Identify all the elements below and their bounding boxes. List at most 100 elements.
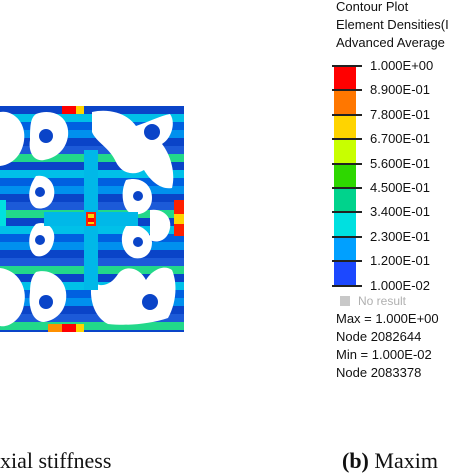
mesh-element bbox=[176, 242, 184, 250]
mesh-element bbox=[176, 154, 184, 162]
mesh-element bbox=[96, 194, 104, 202]
mesh-element bbox=[32, 170, 40, 178]
mesh-element bbox=[176, 282, 184, 290]
mesh-element bbox=[136, 258, 144, 266]
mesh-element bbox=[168, 306, 176, 314]
mesh-element bbox=[128, 258, 136, 266]
mesh-element bbox=[24, 242, 32, 250]
mesh-element bbox=[136, 322, 144, 330]
legend-color-band bbox=[334, 236, 356, 262]
mesh-element bbox=[104, 154, 112, 162]
legend-tick-label: 4.500E-01 bbox=[370, 180, 430, 195]
legend-color-band bbox=[334, 114, 356, 140]
mesh-element bbox=[40, 322, 48, 330]
mesh-element bbox=[112, 322, 120, 330]
mesh-element bbox=[8, 218, 16, 226]
mesh-element bbox=[56, 226, 64, 234]
mesh-element bbox=[24, 298, 32, 306]
mesh-element bbox=[24, 210, 32, 218]
mesh-element bbox=[16, 202, 24, 210]
mesh-element bbox=[48, 202, 56, 210]
mesh-element bbox=[56, 234, 64, 242]
mesh-element bbox=[24, 178, 32, 186]
mesh-element bbox=[16, 322, 24, 330]
mesh-element bbox=[80, 314, 88, 322]
mesh-element bbox=[64, 162, 72, 170]
mesh-element bbox=[136, 266, 144, 274]
mesh-element bbox=[24, 146, 32, 154]
mesh-element bbox=[24, 138, 32, 146]
mesh-element bbox=[24, 266, 32, 274]
mesh-element bbox=[104, 186, 112, 194]
mesh-element bbox=[176, 266, 184, 274]
legend-averaging-method: Advanced Average bbox=[336, 35, 445, 50]
mesh-element bbox=[24, 218, 32, 226]
mesh-element bbox=[152, 194, 160, 202]
legend-tick bbox=[332, 138, 362, 141]
mesh-element bbox=[16, 114, 24, 122]
mesh-element bbox=[0, 170, 8, 178]
mesh-element bbox=[72, 122, 80, 130]
mesh-element bbox=[72, 162, 80, 170]
no-result-label: No result bbox=[358, 294, 407, 308]
mesh-element bbox=[128, 170, 136, 178]
mesh-element bbox=[0, 178, 8, 186]
mesh-element bbox=[160, 186, 168, 194]
mesh-element bbox=[112, 178, 120, 186]
mesh-element bbox=[120, 178, 128, 186]
mesh-element bbox=[112, 226, 120, 234]
mesh-element bbox=[72, 146, 80, 154]
mesh-element bbox=[168, 210, 176, 218]
legend-tick-label: 8.900E-01 bbox=[370, 82, 430, 98]
mesh-element bbox=[72, 130, 80, 138]
mesh-element bbox=[8, 202, 16, 210]
mesh-element bbox=[160, 258, 168, 266]
mesh-element bbox=[8, 226, 16, 234]
mesh-element bbox=[64, 186, 72, 194]
mesh-element bbox=[24, 306, 32, 314]
mesh-element bbox=[104, 258, 112, 266]
mesh-element bbox=[16, 170, 24, 178]
mesh-element bbox=[88, 306, 96, 314]
caption-left: xial stiffness bbox=[0, 448, 112, 473]
mesh-element bbox=[168, 322, 176, 330]
mesh-element bbox=[24, 130, 32, 138]
mesh-element bbox=[24, 170, 32, 178]
mesh-element bbox=[80, 114, 88, 122]
mesh-element bbox=[112, 242, 120, 250]
mesh-element bbox=[24, 162, 32, 170]
mesh-element bbox=[72, 242, 80, 250]
mesh-element bbox=[48, 258, 56, 266]
mesh-element bbox=[24, 226, 32, 234]
mesh-element bbox=[56, 170, 64, 178]
mesh-element bbox=[168, 106, 176, 114]
mesh-element bbox=[0, 162, 8, 170]
mesh-element bbox=[176, 298, 184, 306]
mesh-element bbox=[56, 154, 64, 162]
mesh-element bbox=[32, 218, 40, 226]
mesh-element bbox=[16, 106, 24, 114]
mesh-element bbox=[104, 274, 112, 282]
legend-tick bbox=[332, 65, 362, 67]
mesh-element bbox=[144, 226, 152, 234]
mesh-element bbox=[56, 314, 64, 322]
mesh-element bbox=[72, 154, 80, 162]
mesh-element bbox=[0, 186, 8, 194]
legend-tick bbox=[332, 235, 362, 238]
mesh-element bbox=[96, 322, 104, 330]
mesh-element bbox=[96, 186, 104, 194]
mesh-element bbox=[72, 226, 80, 234]
mesh-element bbox=[8, 194, 16, 202]
mesh-element bbox=[88, 314, 96, 322]
legend-tick-label: 5.600E-01 bbox=[370, 155, 430, 171]
legend-tick bbox=[332, 260, 362, 263]
mesh-element bbox=[176, 130, 184, 138]
mesh-element bbox=[168, 250, 176, 258]
mesh-element bbox=[96, 314, 104, 322]
mesh-element bbox=[136, 218, 144, 226]
mesh-element bbox=[152, 250, 160, 258]
mesh-element bbox=[168, 314, 176, 322]
mesh-element bbox=[144, 266, 152, 274]
mesh-element bbox=[72, 314, 80, 322]
mesh-element bbox=[136, 114, 144, 122]
